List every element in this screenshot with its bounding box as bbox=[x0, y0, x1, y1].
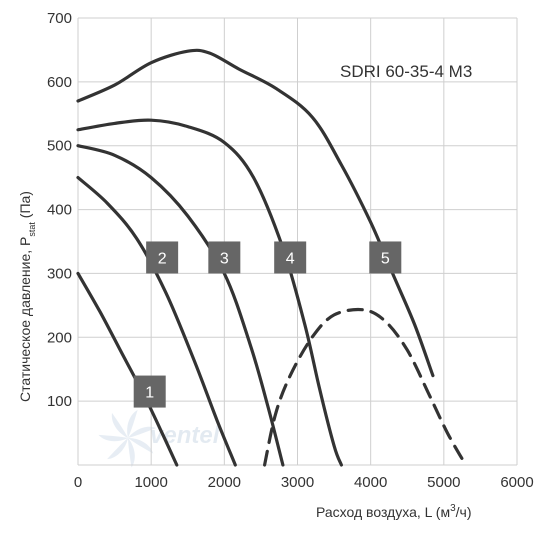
x-tick-label: 5000 bbox=[427, 474, 460, 491]
model-title: SDRI 60-35-4 M3 bbox=[340, 62, 472, 81]
y-tick-label: 700 bbox=[47, 10, 72, 27]
curve-badge-5 bbox=[369, 241, 402, 274]
y-tick-label: 400 bbox=[47, 202, 72, 219]
y-tick-label: 200 bbox=[47, 329, 72, 346]
curve-badge-3 bbox=[208, 241, 241, 274]
x-tick-label: 6000 bbox=[500, 474, 533, 491]
curve-badge-label-4: 4 bbox=[286, 250, 295, 267]
x-tick-label: 1000 bbox=[134, 474, 167, 491]
x-axis-label-sup: 3 bbox=[450, 503, 456, 514]
x-axis-label-end: /ч) bbox=[456, 504, 472, 520]
fan-curve-4 bbox=[76, 118, 343, 467]
x-tick-labels: 0 1000 2000 3000 4000 5000 6000 bbox=[74, 474, 534, 491]
x-tick-label: 0 bbox=[74, 474, 82, 491]
curve-badge-4 bbox=[274, 241, 307, 274]
fan-blade bbox=[127, 409, 138, 438]
curve-badge-1 bbox=[133, 375, 166, 408]
y-axis-label-end: (Па) bbox=[17, 191, 33, 222]
fan-blade bbox=[128, 426, 156, 438]
y-axis-label: Статическое давление, Pstat (Па) bbox=[17, 191, 37, 402]
efficiency-curve-dashed bbox=[263, 307, 468, 467]
curve-badge-label-5: 5 bbox=[381, 250, 390, 267]
fan-curve-2 bbox=[76, 176, 237, 467]
fan-blade bbox=[107, 438, 128, 460]
fan-curve-5 bbox=[76, 48, 435, 378]
fan-blade bbox=[128, 437, 154, 454]
curve-badge-2 bbox=[146, 241, 179, 274]
fan-curve-3 bbox=[76, 144, 285, 467]
y-tick-label: 500 bbox=[47, 138, 72, 155]
y-tick-label: 100 bbox=[47, 393, 72, 410]
curve-badge-label-1: 1 bbox=[145, 385, 154, 402]
fan-blade bbox=[111, 412, 128, 438]
y-tick-label: 300 bbox=[47, 265, 72, 282]
x-axis-label-main: Расход воздуха, L (м bbox=[316, 504, 450, 520]
x-axis-label: Расход воздуха, L (м3/ч) bbox=[316, 503, 472, 520]
watermark-logo: ventel bbox=[98, 409, 221, 468]
x-tick-label: 3000 bbox=[281, 474, 314, 491]
y-axis-label-main: Статическое давление, P bbox=[17, 237, 33, 402]
fan-curve-1 bbox=[76, 271, 179, 467]
curve-badge-label-2: 2 bbox=[158, 250, 167, 267]
curve-badge-label-3: 3 bbox=[220, 250, 229, 267]
x-tick-label: 4000 bbox=[354, 474, 387, 491]
x-tick-label: 2000 bbox=[208, 474, 241, 491]
y-axis-label-sub: stat bbox=[27, 222, 37, 237]
fan-blade bbox=[128, 438, 135, 468]
y-tick-label: 600 bbox=[47, 74, 72, 91]
curve-labels: 1 2 3 4 5 bbox=[133, 241, 402, 408]
y-tick-labels: 100 200 300 400 500 600 700 bbox=[47, 10, 72, 410]
fan-logo-icon bbox=[98, 409, 156, 468]
fan-blade bbox=[98, 434, 128, 442]
watermark-text: ventel bbox=[150, 422, 221, 449]
